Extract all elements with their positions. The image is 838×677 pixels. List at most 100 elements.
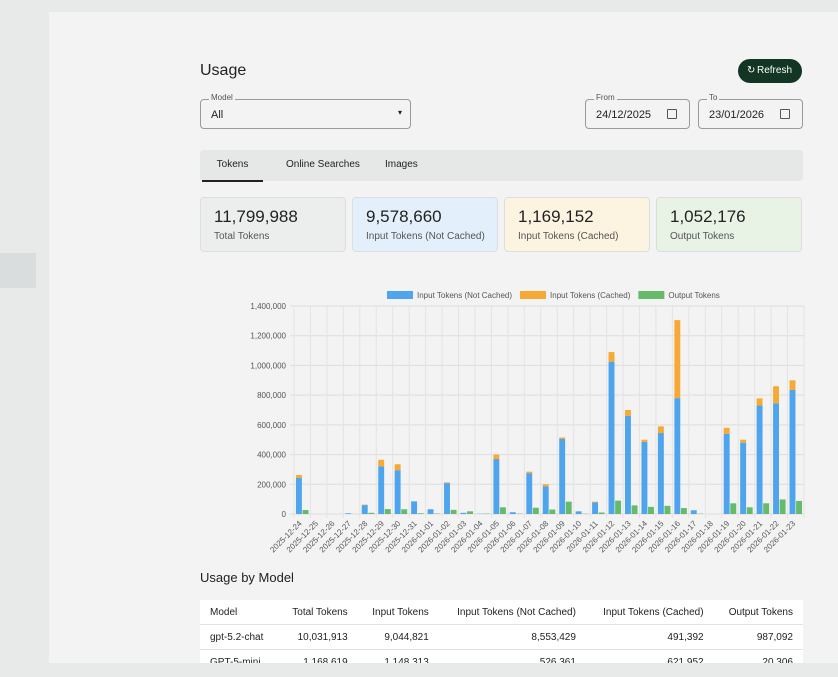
bar-segment <box>362 505 368 514</box>
bar-segment <box>757 406 763 514</box>
bar-segment <box>615 501 621 514</box>
bar-segment <box>724 434 730 514</box>
field-label: From <box>594 93 617 102</box>
legend-swatch <box>520 291 546 299</box>
bar-segment <box>724 428 730 434</box>
table-cell: 526,361 <box>439 650 586 664</box>
bar-segment <box>411 501 417 514</box>
y-tick-label: 800,000 <box>257 391 286 400</box>
column-header: Output Tokens <box>714 600 803 625</box>
bar-segment <box>467 511 473 514</box>
bar-segment <box>345 513 351 514</box>
bar-segment <box>460 513 466 514</box>
y-tick-label: 1,400,000 <box>250 302 286 311</box>
bar-segment <box>740 440 746 443</box>
bar-segment <box>625 410 631 416</box>
tab[interactable]: Online Searches <box>274 150 360 180</box>
stat-card: 1,052,176 Output Tokens <box>656 197 802 252</box>
tab-label: Images <box>385 159 418 170</box>
bar-segment <box>368 513 374 514</box>
column-header: Input Tokens <box>358 600 439 625</box>
bar-segment <box>664 506 670 514</box>
bar-segment <box>609 352 615 362</box>
legend-label: Input Tokens (Not Cached) <box>417 291 512 300</box>
table-header: ModelTotal TokensInput TokensInput Token… <box>200 600 803 625</box>
page-title: Usage <box>200 62 246 80</box>
table-cell: 621,952 <box>586 650 714 664</box>
legend-label: Input Tokens (Cached) <box>550 291 631 300</box>
bar-segment <box>780 499 786 514</box>
bar-segment <box>641 440 647 442</box>
stat-value: 1,169,152 <box>518 207 594 227</box>
panel: Usage ↻Refresh ModelAll▾ From24/12/2025 … <box>49 12 838 663</box>
from-date[interactable]: From24/12/2025 <box>585 99 690 129</box>
field-value: 24/12/2025 <box>596 109 651 121</box>
bar-segment <box>296 475 302 478</box>
bar-segment <box>543 484 549 486</box>
table-cell: 8,553,429 <box>439 625 586 650</box>
tab[interactable]: Images <box>373 150 418 180</box>
bar-segment <box>609 362 615 514</box>
bar-segment <box>493 459 499 514</box>
bar-segment <box>592 502 598 514</box>
bar-segment <box>641 442 647 514</box>
y-tick-label: 1,200,000 <box>250 332 286 341</box>
field-value: All <box>211 109 223 121</box>
model-select[interactable]: ModelAll▾ <box>200 99 411 129</box>
refresh-label: Refresh <box>757 65 792 76</box>
section-title: Usage by Model <box>200 570 294 585</box>
legend-swatch <box>387 291 413 299</box>
bar-segment <box>451 510 457 514</box>
stat-value: 1,052,176 <box>670 207 746 227</box>
bar-segment <box>500 507 506 514</box>
field-value: 23/01/2026 <box>709 109 764 121</box>
bar-segment <box>493 455 499 459</box>
bar-segment <box>566 502 572 514</box>
bar-segment <box>599 513 605 514</box>
table-cell: GPT-5-mini <box>200 650 278 664</box>
column-header: Total Tokens <box>278 600 358 625</box>
tab[interactable]: Tokens <box>202 150 263 182</box>
table-cell: 1,148,313 <box>358 650 439 664</box>
column-header: Input Tokens (Cached) <box>586 600 714 625</box>
table-cell: gpt-5.2-chat <box>200 625 278 650</box>
bar-segment <box>576 511 582 514</box>
bar-segment <box>691 510 697 514</box>
bar-segment <box>444 482 450 483</box>
to-date[interactable]: To23/01/2026 <box>698 99 803 129</box>
column-header: Input Tokens (Not Cached) <box>439 600 586 625</box>
stat-card: 11,799,988 Total Tokens <box>200 197 346 252</box>
bar-segment <box>681 508 687 514</box>
stat-label: Total Tokens <box>214 231 269 242</box>
stat-label: Input Tokens (Not Cached) <box>366 231 485 242</box>
tab-label: Online Searches <box>286 159 360 170</box>
table-row: GPT-5-mini1,168,6191,148,313526,361621,9… <box>200 650 803 664</box>
tab-bar: Tokens Online Searches Images <box>200 150 803 181</box>
bar-segment <box>444 483 450 514</box>
bar-segment <box>763 503 769 514</box>
bar-segment <box>526 473 532 514</box>
sidebar-item[interactable] <box>0 253 36 288</box>
bar-segment <box>648 507 654 514</box>
bar-segment <box>674 320 680 398</box>
y-tick-label: 400,000 <box>257 451 286 460</box>
bar-segment <box>559 437 565 438</box>
stat-value: 11,799,988 <box>214 207 298 227</box>
stat-label: Output Tokens <box>670 231 734 242</box>
bottom-strip <box>0 663 838 677</box>
bar-segment <box>378 460 384 467</box>
bar-segment <box>796 501 802 514</box>
bar-segment <box>658 433 664 514</box>
stat-card: 9,578,660Input Tokens (Not Cached) <box>352 197 498 252</box>
bar-segment <box>773 403 779 514</box>
bar-segment <box>625 416 631 514</box>
column-header: Model <box>200 600 278 625</box>
field-label: Model <box>209 93 235 102</box>
bar-segment <box>543 487 549 514</box>
table-cell: 20,306 <box>714 650 803 664</box>
refresh-button[interactable]: ↻Refresh <box>738 59 802 83</box>
bar-segment <box>395 464 401 470</box>
bar-segment <box>757 398 763 405</box>
bar-segment <box>632 505 638 514</box>
